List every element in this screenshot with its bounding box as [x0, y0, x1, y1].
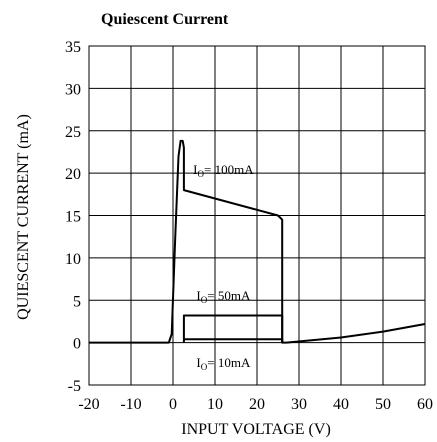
x-tick-label-2: 0 — [169, 396, 177, 413]
y-tick-label-7: 30 — [65, 81, 81, 98]
y-tick-label-8: 35 — [65, 39, 81, 56]
y-tick-label-2: 5 — [73, 293, 81, 310]
x-tick-label-0: -20 — [78, 396, 99, 413]
grid — [88, 45, 426, 386]
x-tick-label-4: 20 — [249, 396, 265, 413]
x-tick-label-3: 10 — [207, 396, 223, 413]
annotation-2: IO= 10mA — [196, 355, 251, 372]
x-axis-label: INPUT VOLTAGE (V) — [181, 421, 331, 438]
x-tick-labels: -20 -10 0 10 20 30 40 50 60 — [78, 396, 433, 413]
x-tick-label-5: 30 — [291, 396, 307, 413]
y-tick-label-3: 10 — [65, 251, 81, 268]
series-line-0 — [89, 139, 284, 344]
series — [89, 139, 426, 344]
annotations: IO= 100mA IO= 50mA IO= 10mA — [193, 162, 254, 372]
y-tick-label-4: 15 — [65, 209, 81, 226]
x-tick-label-6: 40 — [333, 396, 349, 413]
y-tick-labels: -5 0 5 10 15 20 25 30 35 — [65, 39, 81, 395]
x-tick-label-8: 60 — [417, 396, 433, 413]
chart-title: Quiescent Current — [101, 11, 229, 28]
series-line-1 — [182, 314, 284, 343]
plot-frame — [88, 45, 426, 386]
y-tick-label-0: -5 — [68, 378, 81, 395]
series-line-2 — [183, 323, 426, 344]
y-tick-label-5: 20 — [65, 166, 81, 183]
x-tick-label-7: 50 — [375, 396, 391, 413]
annotation-0: IO= 100mA — [193, 162, 254, 179]
y-tick-label-1: 0 — [73, 336, 81, 353]
x-tick-label-1: -10 — [120, 396, 141, 413]
y-tick-label-6: 25 — [65, 124, 81, 141]
y-axis-label: QUIESCENT CURRENT (mA) — [15, 114, 32, 320]
annotation-1: IO= 50mA — [196, 288, 251, 305]
